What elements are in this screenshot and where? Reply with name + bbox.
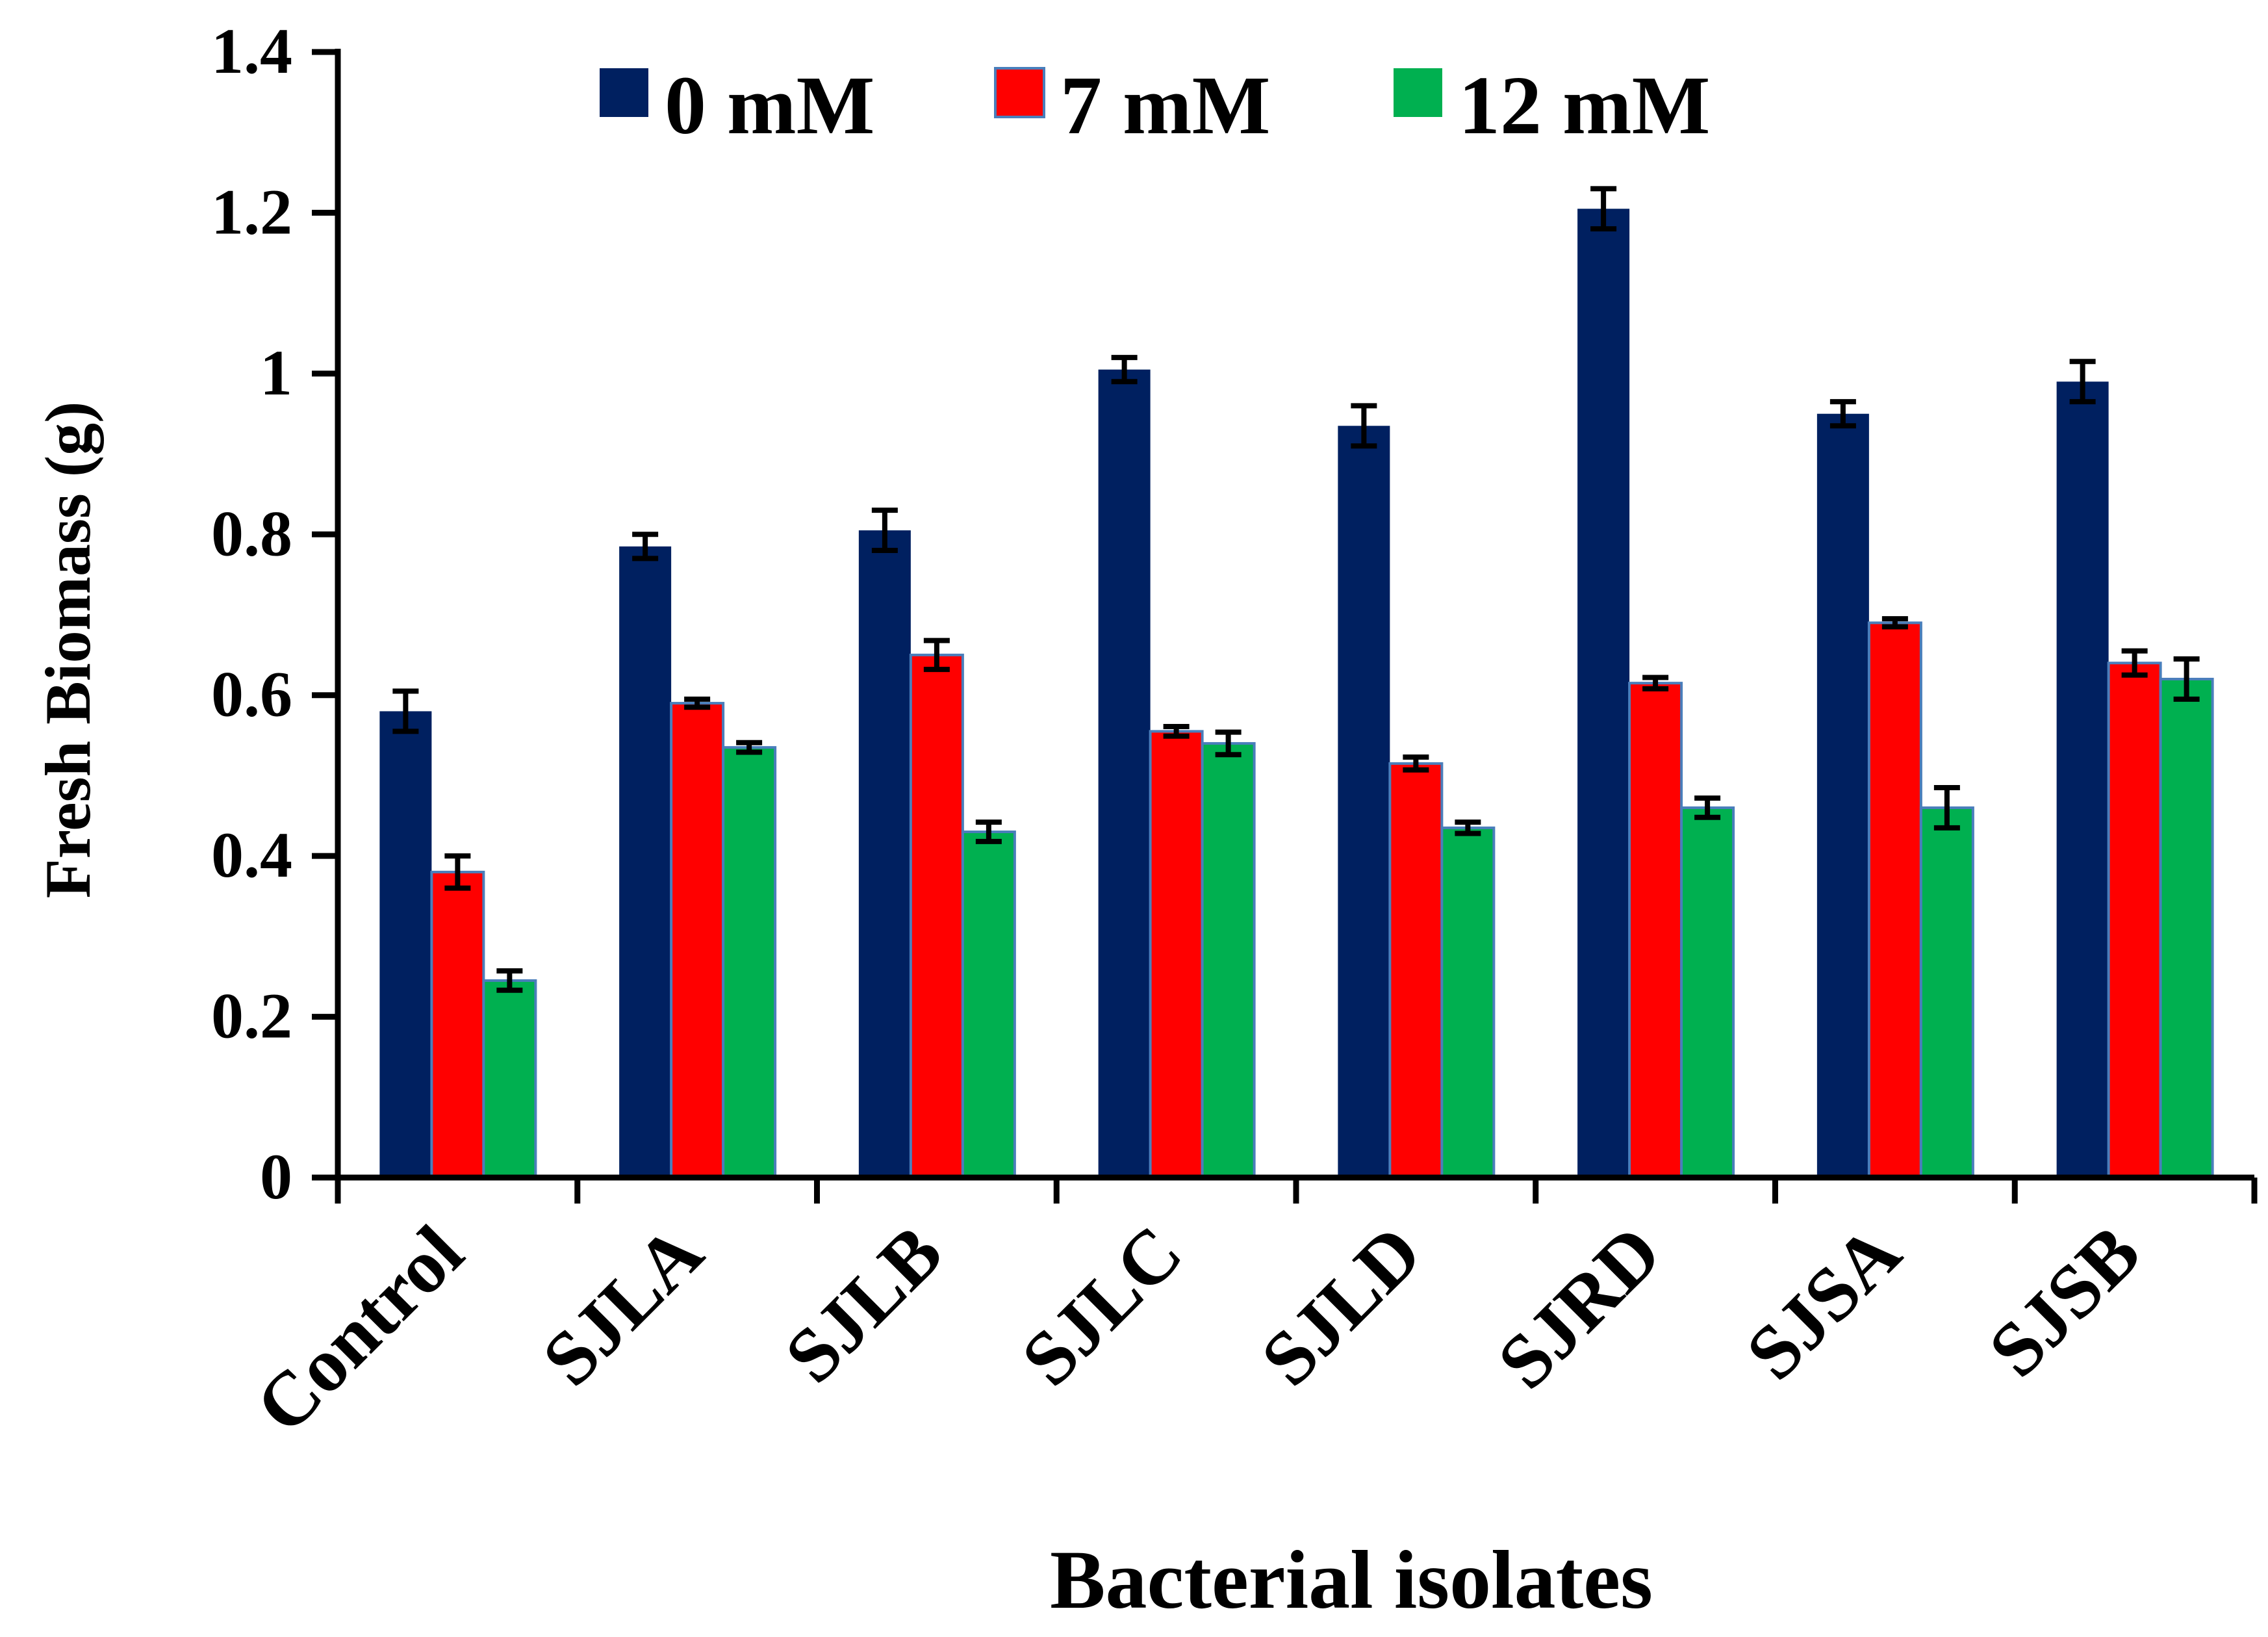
bar-sjlb-7mm <box>909 653 964 1179</box>
x-tick-label: SJLD <box>1245 1209 1438 1402</box>
legend-label: 7 mM <box>1060 59 1270 151</box>
error-bar <box>975 819 1002 844</box>
error-bar <box>736 740 763 755</box>
bar-sjld-12mm <box>1440 826 1496 1179</box>
axes-layer <box>312 49 2254 1181</box>
error-bar <box>1351 403 1377 449</box>
legend-swatch <box>1394 68 1442 117</box>
bar-sjsa-0mm <box>1816 413 1869 1178</box>
error-bar <box>444 853 471 891</box>
bar-sjla-0mm <box>619 546 672 1178</box>
bar-sjsb-12mm <box>2159 677 2214 1179</box>
bar-control-0mm <box>379 711 432 1178</box>
bar-sjrd-0mm <box>1577 209 1630 1178</box>
error-bar <box>1403 754 1429 773</box>
x-tick-label: SJSA <box>1730 1209 1917 1396</box>
x-tick-label: SJSB <box>1972 1209 2156 1393</box>
error-bar <box>632 532 659 561</box>
x-ticks: Control SJLA SJLB SJLC SJLD SJRD SJSA SJSB <box>240 1178 2258 1449</box>
bar-sjlb-0mm <box>858 530 911 1178</box>
y-tick-label: 1 <box>260 337 292 409</box>
bar-sjlc-12mm <box>1201 741 1256 1179</box>
bar-sjla-12mm <box>722 746 777 1179</box>
errorbars-layer <box>392 186 2200 993</box>
error-bar <box>2121 648 2148 678</box>
legend-item: 7 mM <box>994 59 1270 151</box>
y-axis-title: Fresh Biomass (g) <box>32 402 104 899</box>
y-tick-label: 0.2 <box>211 980 292 1052</box>
error-bar <box>1642 675 1669 691</box>
y-tick-label: 0.6 <box>211 658 292 730</box>
bar-sjrd-12mm <box>1680 806 1735 1179</box>
bar-sjsb-7mm <box>2107 662 2162 1179</box>
x-axis-title: Bacterial isolates <box>1050 1534 1653 1626</box>
y-tick-label: 1.2 <box>211 175 292 248</box>
error-bar <box>2173 656 2200 702</box>
x-tick-label: SJLC <box>1005 1209 1198 1402</box>
legend-swatch <box>600 68 648 117</box>
bar-sjlb-12mm <box>961 831 1016 1179</box>
error-bar <box>1590 186 1617 232</box>
bar-control-7mm <box>430 870 485 1179</box>
x-tick-label: Control <box>240 1209 479 1449</box>
error-bar <box>923 638 950 673</box>
bar-sjsa-12mm <box>1919 806 1974 1179</box>
bars-layer <box>379 209 2214 1179</box>
error-bar <box>1829 399 1856 429</box>
legend-item: 0 mM <box>600 59 874 151</box>
bar-sjlc-7mm <box>1149 730 1204 1179</box>
y-tick-label: 0.8 <box>211 497 292 569</box>
error-bar <box>871 508 898 554</box>
legend-label: 12 mM <box>1459 59 1710 151</box>
x-tick-label: SJRD <box>1481 1209 1677 1405</box>
error-bar <box>1455 819 1481 836</box>
bar-sjld-7mm <box>1388 762 1444 1179</box>
bar-sjla-7mm <box>670 702 725 1179</box>
bar-sjld-0mm <box>1338 426 1390 1178</box>
error-bar <box>1933 784 1960 831</box>
x-tick-label: SJLA <box>526 1209 719 1402</box>
y-tick-label: 0.4 <box>211 819 292 891</box>
error-bar <box>2069 359 2096 405</box>
error-bar <box>1881 616 1908 630</box>
legend: 0 mM 7 mM 12 mM <box>600 59 1710 151</box>
error-bar <box>1111 355 1138 385</box>
legend-item: 12 mM <box>1394 59 1710 151</box>
error-bar <box>1163 723 1190 739</box>
error-bar <box>1215 729 1242 758</box>
error-bar <box>496 968 523 993</box>
error-bar <box>684 696 711 710</box>
y-tick-label: 0 <box>260 1141 292 1213</box>
bar-control-12mm <box>482 979 537 1179</box>
bar-sjrd-7mm <box>1628 682 1683 1179</box>
error-bar <box>392 688 419 734</box>
bar-sjlc-0mm <box>1098 369 1151 1178</box>
y-tick-label: 1.4 <box>211 15 292 87</box>
y-ticks: 0 0.2 0.4 0.6 0.8 1 1.2 1.4 <box>211 15 338 1213</box>
error-bar <box>1694 795 1721 820</box>
x-tick-label: SJLB <box>769 1209 958 1399</box>
bar-sjsb-0mm <box>2056 381 2109 1178</box>
legend-swatch <box>994 67 1045 118</box>
bar-sjsa-7mm <box>1867 621 1922 1179</box>
legend-label: 0 mM <box>665 59 874 151</box>
